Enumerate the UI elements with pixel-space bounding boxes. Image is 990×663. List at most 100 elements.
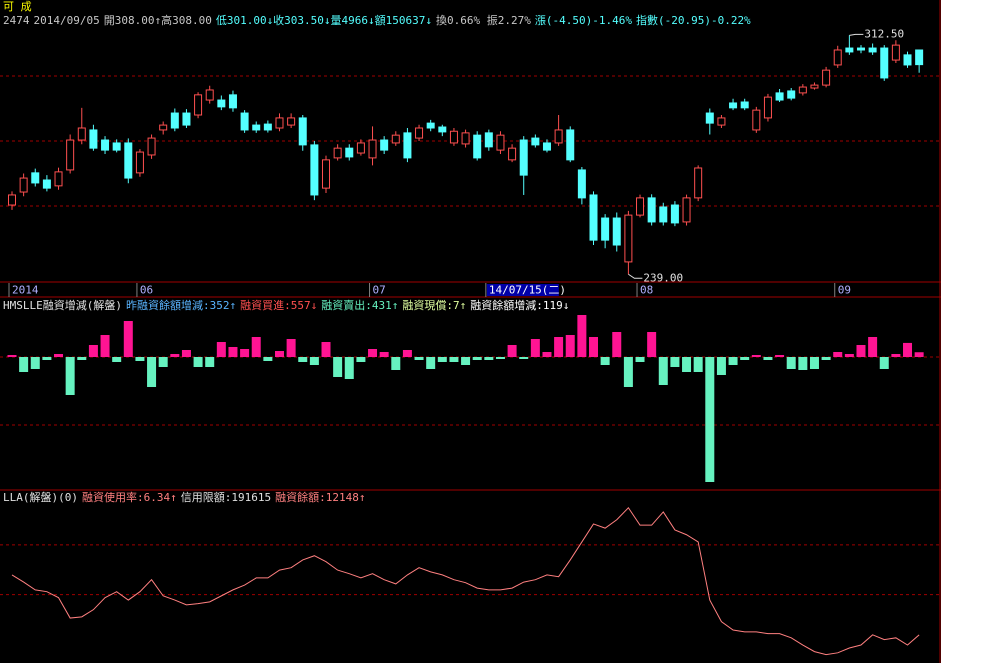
bar <box>228 347 238 357</box>
bar <box>891 354 901 357</box>
bar <box>472 357 482 360</box>
cursor-date-bg <box>486 284 559 296</box>
bar <box>809 357 819 369</box>
bar <box>844 354 854 357</box>
bar <box>205 357 215 367</box>
header-text: 換0.66% 振2.27% <box>436 14 531 27</box>
candle-body <box>903 54 912 66</box>
bar <box>565 335 575 357</box>
candle-body <box>415 127 424 139</box>
bar <box>542 352 552 357</box>
candle-body <box>263 123 272 131</box>
bar <box>507 345 517 357</box>
bar <box>693 357 703 372</box>
header-text: 2474 <box>3 14 30 27</box>
annotation-leader <box>628 273 643 279</box>
bar <box>437 357 447 362</box>
header-text: 指數(-20.95)-0.22% <box>635 14 751 27</box>
candle-body <box>298 117 307 146</box>
bar <box>147 357 157 387</box>
bar <box>170 354 180 357</box>
candle-body <box>124 142 133 179</box>
candle-body <box>508 147 517 161</box>
bar <box>821 357 831 360</box>
bar <box>344 357 354 379</box>
candle-body <box>66 139 75 171</box>
x-tick-label: 14/07/15(二) <box>489 284 566 297</box>
candle-body <box>496 134 505 151</box>
annotation-leader <box>849 33 864 36</box>
bar <box>868 337 878 357</box>
header-text: 2014/09/05 <box>33 14 100 27</box>
header-text: LLA(解盤)(0) <box>3 491 78 504</box>
candle-body <box>694 167 703 199</box>
bar <box>19 357 29 372</box>
candle-body <box>19 177 28 193</box>
candle-body <box>194 94 203 116</box>
candle-body <box>810 84 819 89</box>
header-text: 開308.00↑高308.00 <box>103 14 212 27</box>
header-text: 融資賣出:431↑ <box>321 299 399 312</box>
annotation: 239.00 <box>643 271 683 284</box>
x-tick-label: 08 <box>640 284 653 297</box>
candle-body <box>566 129 575 161</box>
candle-body <box>159 124 168 131</box>
candle-body <box>833 49 842 66</box>
bar <box>775 355 785 357</box>
bar <box>589 337 598 357</box>
candle-body <box>822 69 831 86</box>
bar <box>181 350 191 357</box>
bar <box>577 315 587 357</box>
x-tick-label: 06 <box>140 284 153 297</box>
candle-body <box>880 47 889 79</box>
bar <box>65 357 75 395</box>
candle-body <box>484 132 493 148</box>
candle-body <box>240 112 249 131</box>
bar <box>716 357 726 375</box>
bar <box>461 357 471 365</box>
candle-body <box>112 142 121 151</box>
bar <box>682 357 692 372</box>
bar <box>519 357 529 359</box>
candle-body <box>670 204 679 224</box>
background <box>0 0 941 663</box>
bar <box>54 354 64 357</box>
bar <box>135 357 145 361</box>
candle-body <box>775 92 784 101</box>
bar <box>100 335 110 357</box>
candle-body <box>147 137 156 156</box>
candle-body <box>89 129 98 149</box>
candle-body <box>368 139 377 159</box>
header-text: 融資使用率:6.34↑ <box>81 491 177 504</box>
candle-body <box>798 86 807 94</box>
candle-body <box>612 217 621 246</box>
stock-name-row: 可 成 <box>3 0 36 13</box>
candle-body <box>856 47 865 51</box>
bar <box>286 339 296 357</box>
bar <box>368 349 378 357</box>
bar <box>240 349 250 357</box>
x-tick-label: 09 <box>838 284 851 297</box>
candle-body <box>868 47 877 53</box>
bar <box>379 352 389 357</box>
bar <box>158 357 168 367</box>
candle-body <box>287 117 296 126</box>
candle-body <box>473 134 482 159</box>
candle-body <box>8 194 16 206</box>
candle-body <box>170 112 179 129</box>
bar <box>333 357 343 377</box>
candle-body <box>531 137 540 146</box>
candle-body <box>915 49 924 66</box>
bar <box>833 352 843 357</box>
header-text: 融資買進:557↓ <box>240 299 318 312</box>
bar <box>298 357 308 362</box>
bar <box>728 357 738 365</box>
bar <box>484 357 494 360</box>
header-text: 昨融資餘額增減:352↑ <box>125 299 237 312</box>
header-text: 融資餘額增減:119↓ <box>470 299 570 312</box>
bar <box>670 357 680 367</box>
candle-body <box>228 94 237 109</box>
candle-body <box>647 197 656 223</box>
candle-body <box>217 99 226 108</box>
